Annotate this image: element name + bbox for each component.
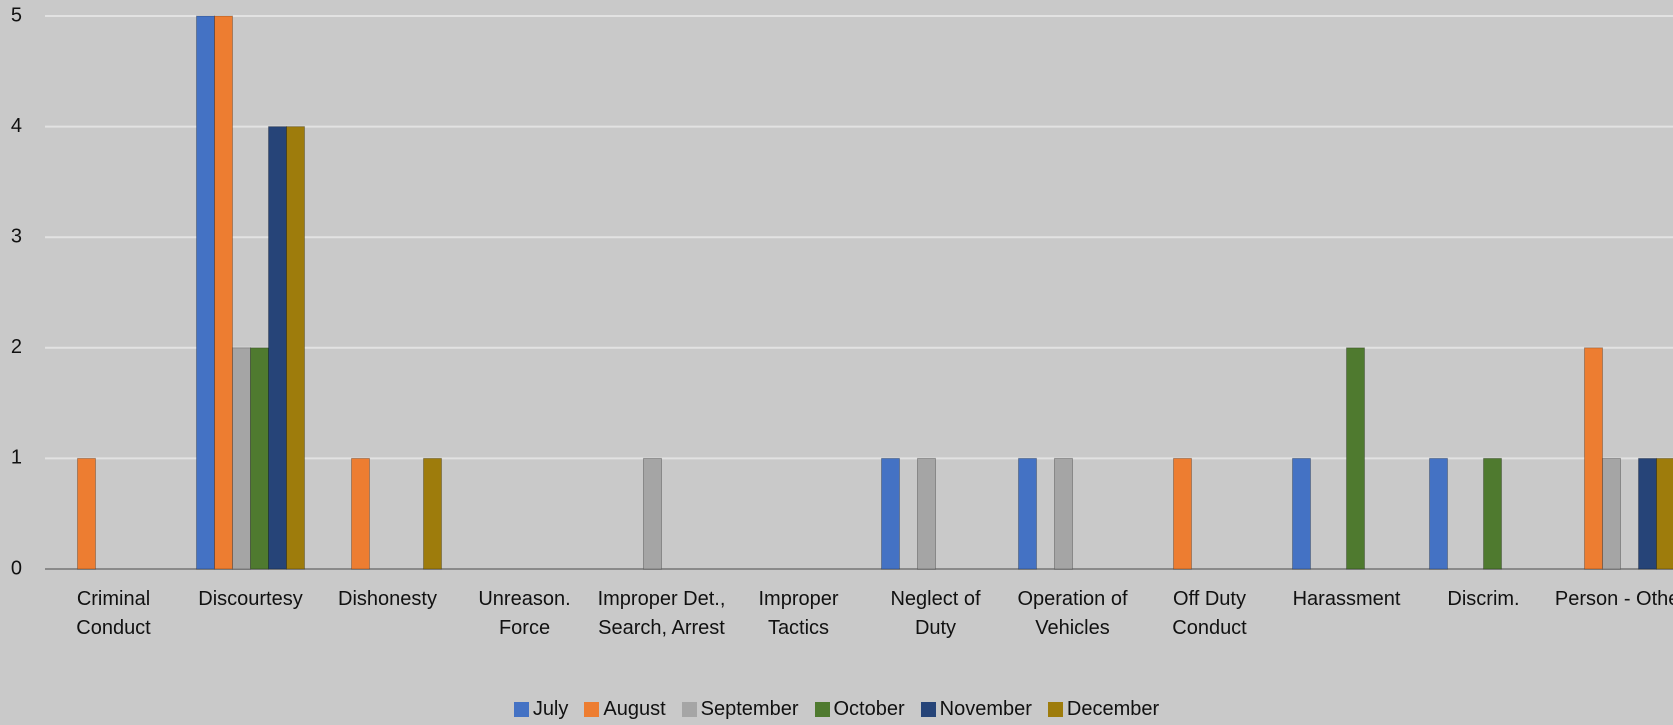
legend-swatch [681, 702, 697, 717]
legend-swatch [584, 702, 600, 717]
x-tick-label: Unreason. Force [478, 588, 571, 639]
legend-item: October [814, 698, 905, 721]
legend-item: December [1047, 698, 1160, 721]
bar [196, 15, 215, 570]
bar [1346, 347, 1365, 570]
bar [1638, 457, 1657, 570]
y-tick-label: 0 [11, 557, 22, 579]
legend-swatch [513, 702, 529, 717]
x-tick-label: Discourtesy [198, 588, 303, 610]
legend-item: August [584, 698, 666, 721]
legend-item: July [513, 698, 569, 721]
x-tick-label: Harassment [1292, 588, 1401, 610]
legend-label: August [603, 698, 666, 720]
legend-label: September [700, 698, 799, 720]
x-tick-label: Off Duty Conduct [1172, 588, 1247, 639]
x-tick-label: Dishonesty [338, 588, 437, 610]
y-tick-label: 1 [11, 447, 22, 469]
y-tick-label: 2 [11, 336, 22, 358]
x-tick-label: Operation of Vehicles [1017, 588, 1128, 639]
x-tick-label: Discrim. [1447, 588, 1520, 610]
bar [1429, 457, 1448, 570]
legend-label: November [939, 698, 1032, 720]
bar [1602, 457, 1621, 570]
bar [351, 457, 370, 570]
bar [1292, 457, 1311, 570]
bar [1018, 457, 1037, 570]
bar [214, 15, 233, 570]
y-tick-label: 5 [11, 4, 22, 26]
bar [250, 347, 269, 570]
bar [1656, 457, 1673, 570]
y-tick-label: 3 [11, 225, 22, 247]
legend-swatch [814, 702, 830, 717]
bar [286, 126, 305, 570]
y-tick-label: 4 [11, 115, 22, 137]
legend-label: October [833, 698, 905, 720]
bar [232, 347, 251, 570]
x-tick-label: Person - Other [1554, 588, 1673, 610]
x-tick-label: Neglect of Duty [890, 588, 981, 639]
bar [1483, 457, 1502, 570]
legend-swatch [920, 702, 936, 717]
bar [77, 457, 96, 570]
x-tick-label: Criminal Conduct [76, 588, 151, 639]
bar [643, 457, 662, 570]
x-tick-label: Improper Det., Search, Arrest [597, 588, 726, 639]
legend: July August September October November Decemb… [0, 698, 1673, 721]
bar [1054, 457, 1073, 570]
legend-label: December [1066, 698, 1160, 720]
bar [268, 126, 287, 570]
bar [423, 457, 442, 570]
bar [917, 457, 936, 570]
bar [1584, 347, 1603, 570]
legend-label: July [532, 698, 569, 720]
bar [881, 457, 900, 570]
x-tick-label: Improper Tactics [758, 588, 839, 639]
legend-swatch [1047, 702, 1063, 717]
legend-item: September [681, 698, 799, 721]
legend-item: November [920, 698, 1032, 721]
bar [1173, 457, 1192, 570]
